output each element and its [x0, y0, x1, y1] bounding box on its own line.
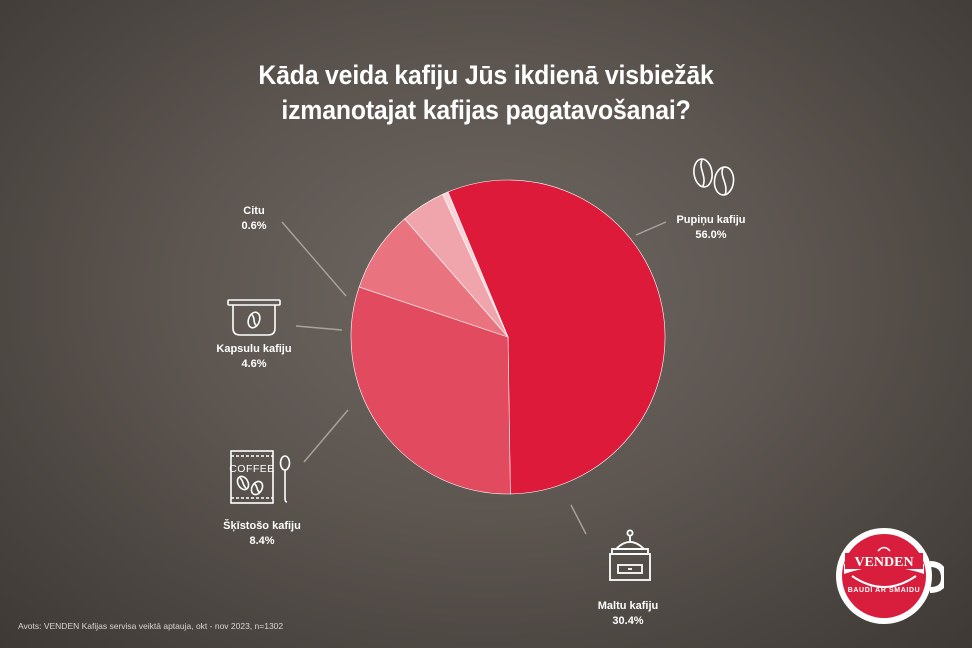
logo-smile-icon	[851, 575, 917, 588]
label-pupinu-name: Pupiņu kafiju	[676, 214, 746, 226]
coffee-capsule-icon	[227, 299, 281, 336]
leader-line-pupinu	[635, 221, 667, 236]
logo-brand-text: VENDEN	[854, 555, 913, 570]
instant-coffee-packet-icon: COFFEE	[229, 450, 291, 504]
label-pupinu: Pupiņu kafiju 56.0%	[676, 213, 745, 243]
label-skistoso-value: 8.4%	[249, 535, 275, 547]
label-kapsulu-name: Kapsulu kafiju	[216, 343, 292, 355]
label-skistoso-name: Šķīstošo kafiju	[223, 520, 301, 532]
logo-cup-handle	[929, 561, 944, 593]
label-maltu-value: 30.4%	[612, 615, 644, 627]
logo-slogan-text: BAUDĪ AR SMAIDU	[848, 586, 921, 594]
label-kapsulu: Kapsulu kafiju 4.6%	[216, 342, 291, 372]
label-citu: Citu 0.6%	[241, 204, 266, 234]
label-kapsulu-value: 4.6%	[241, 358, 267, 370]
venden-logo: VENDEN BAUDĪ AR SMAIDU	[836, 528, 944, 624]
logo-crown-icon	[877, 546, 891, 552]
label-citu-name: Citu	[243, 205, 265, 217]
leader-line-citu	[281, 221, 347, 297]
pie-slices	[350, 179, 666, 495]
logo-badge	[842, 534, 926, 618]
pie-slice-5	[442, 191, 509, 338]
label-maltu-name: Maltu kafiju	[597, 600, 659, 612]
source-note: Avots: VENDEN Kafijas servisa veiktā apt…	[18, 621, 284, 631]
label-pupinu-value: 56.0%	[695, 229, 727, 241]
label-citu-value: 0.6%	[241, 220, 267, 232]
pie-slice-2	[350, 286, 511, 495]
chart-title: Kāda veida kafiju Jūs ikdienā visbiežāk …	[39, 58, 933, 128]
label-maltu: Maltu kafiju 30.4%	[598, 599, 659, 629]
pie-slice-1	[447, 179, 666, 495]
chart-title-line-1: Kāda veida kafiju Jūs ikdienā visbiežāk	[258, 60, 714, 90]
logo-brand-band	[845, 553, 923, 569]
leader-lines	[281, 221, 667, 535]
leader-line-skistoso	[303, 409, 349, 463]
leader-line-maltu	[570, 504, 587, 535]
coffee-packet-text: COFFEE	[229, 463, 275, 475]
chart-title-line-2: izmanotajat kafijas pagatavošanai?	[281, 95, 691, 125]
leader-line-kapsulu	[295, 325, 343, 331]
label-skistoso: Šķīstošo kafiju 8.4%	[223, 519, 301, 549]
coffee-grinder-icon	[609, 529, 651, 581]
coffee-beans-icon	[693, 158, 735, 196]
